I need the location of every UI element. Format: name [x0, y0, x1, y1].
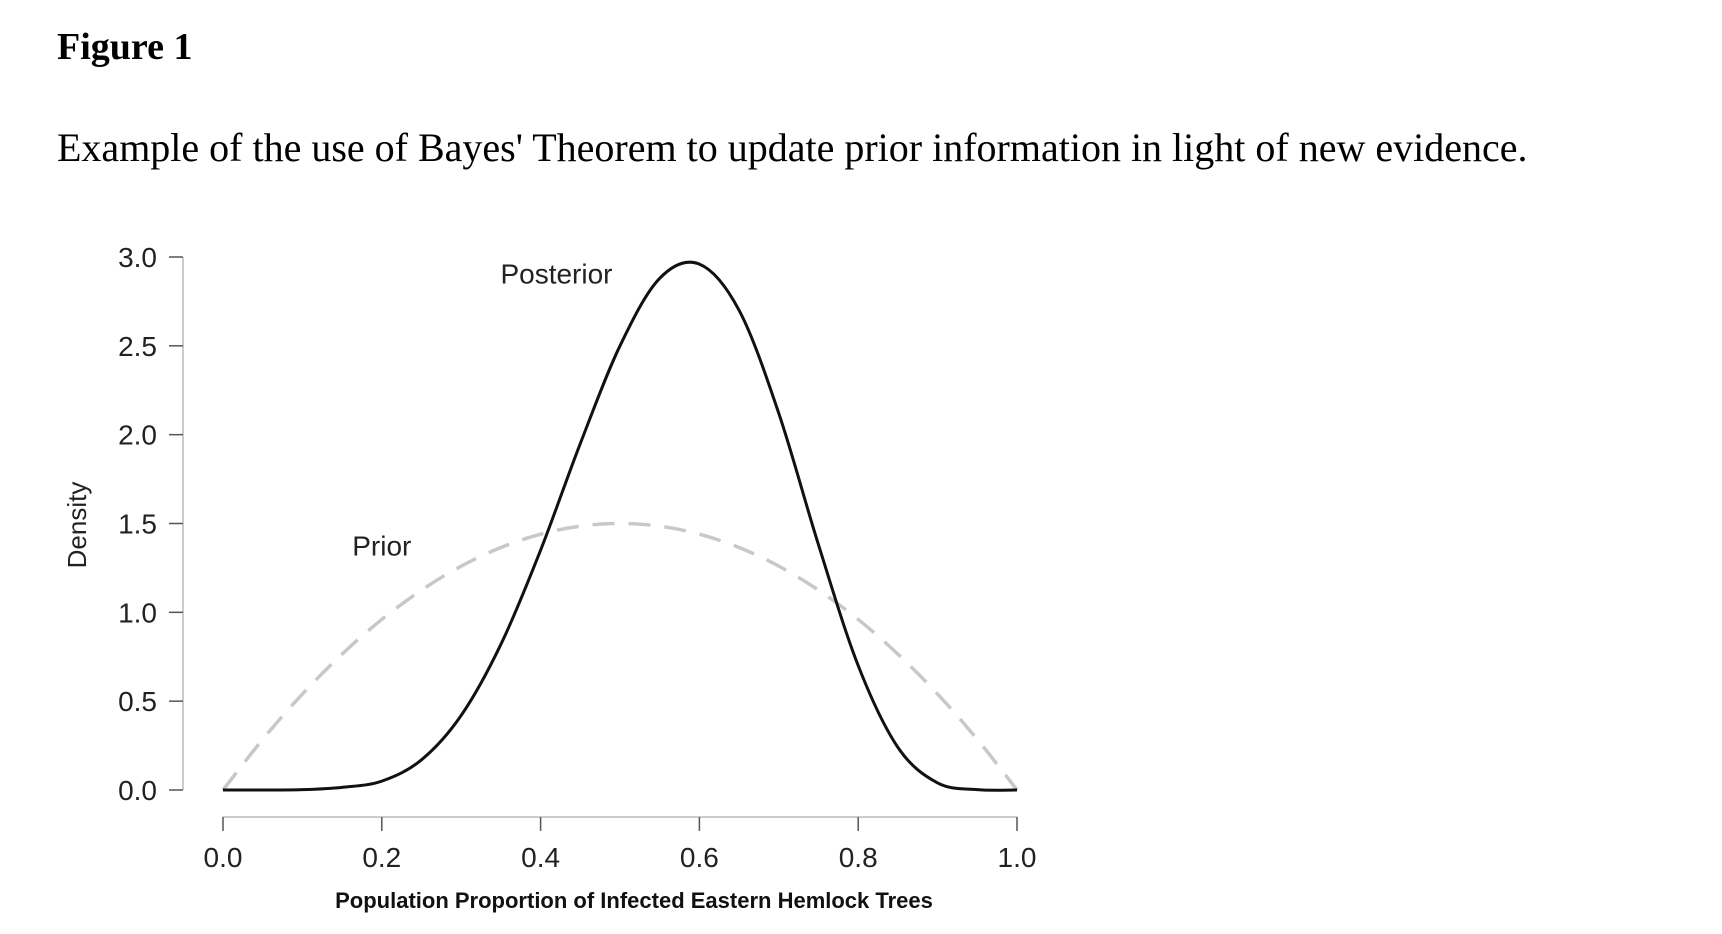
- x-tick-label: 0.4: [521, 842, 560, 873]
- x-tick-label: 0.0: [204, 842, 243, 873]
- y-axis: 0.0 0.5 1.0 1.5 2.0 2.5 3.0: [118, 242, 184, 806]
- annotation-posterior: Posterior: [500, 259, 612, 290]
- y-tick-label: 2.0: [118, 420, 157, 451]
- y-tick-label: 2.5: [118, 331, 157, 362]
- x-tick-label: 0.8: [839, 842, 878, 873]
- y-tick-label: 0.5: [118, 686, 157, 717]
- series-line-prior: [221, 521, 1019, 792]
- x-tick-label: 0.6: [680, 842, 719, 873]
- x-tick-label: 0.2: [362, 842, 401, 873]
- series-line-posterior: [222, 260, 1018, 792]
- y-tick-label: 1.5: [118, 509, 157, 540]
- plot-series: [221, 260, 1019, 792]
- figure-label: Figure 1: [57, 26, 193, 68]
- x-axis-title: Population Proportion of Infected Easter…: [335, 888, 933, 913]
- annotation-prior: Prior: [352, 530, 411, 561]
- y-tick-label: 0.0: [118, 775, 157, 806]
- plot-annotations: Posterior Prior: [352, 259, 612, 562]
- figure-caption: Example of the use of Bayes' Theorem to …: [57, 125, 1528, 170]
- y-axis-title: Density: [62, 482, 92, 569]
- y-tick-label: 3.0: [118, 242, 157, 273]
- y-tick-label: 1.0: [118, 597, 157, 628]
- x-axis: 0.0 0.2 0.4 0.6 0.8 1.0: [204, 816, 1037, 873]
- x-tick-label: 1.0: [998, 842, 1037, 873]
